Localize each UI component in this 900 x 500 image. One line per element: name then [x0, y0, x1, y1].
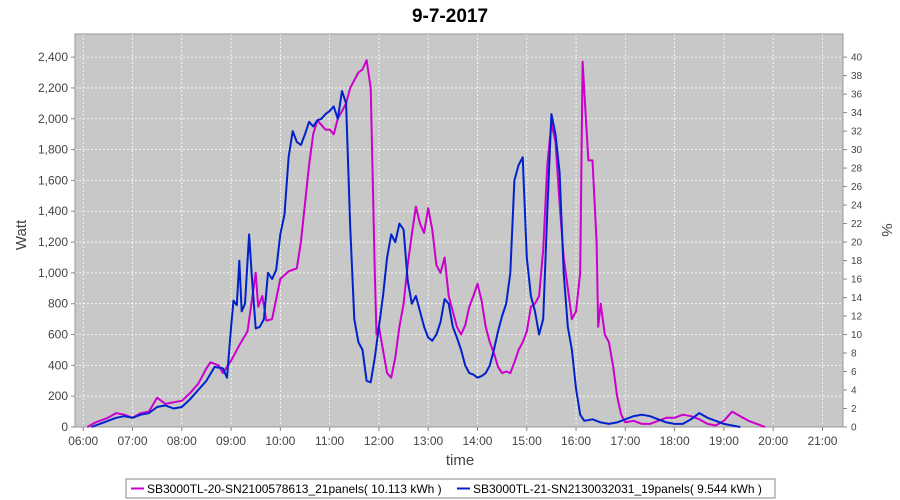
legend-box — [125, 478, 776, 499]
x-tick-label: 21:00 — [807, 434, 837, 448]
y-tick-label: 1,600 — [38, 173, 68, 187]
y-tick-label: 800 — [48, 297, 68, 311]
y2-tick-label: 16 — [851, 275, 863, 286]
y2-tick-label: 26 — [851, 182, 863, 193]
x-tick-label: 10:00 — [265, 434, 295, 448]
y2-tick-label: 20 — [851, 238, 863, 249]
y-tick-label: 2,400 — [38, 50, 68, 64]
y-tick-label: 2,200 — [38, 81, 68, 95]
y2-tick-label: 14 — [851, 293, 863, 304]
y-tick-label: 400 — [48, 358, 68, 372]
x-tick-label: 17:00 — [610, 434, 640, 448]
plot-background — [75, 34, 843, 427]
y2-tick-label: 12 — [851, 312, 863, 323]
y2-tick-label: 30 — [851, 145, 863, 156]
y2-tick-label: 8 — [851, 349, 857, 360]
x-tick-label: 11:00 — [315, 434, 344, 448]
y2-tick-label: 4 — [851, 386, 857, 397]
y2-tick-label: 0 — [851, 423, 857, 434]
x-tick-label: 13:00 — [413, 434, 443, 448]
y2-tick-label: 34 — [851, 108, 863, 119]
y-tick-label: 600 — [48, 328, 68, 342]
x-tick-label: 08:00 — [167, 434, 197, 448]
y-tick-label: 2,000 — [38, 112, 68, 126]
x-tick-label: 09:00 — [216, 434, 246, 448]
series-layer — [86, 59, 766, 428]
y2-tick-label: 10 — [851, 330, 863, 341]
legend: SB3000TL-20-SN2100578613_21panels( 10.11… — [125, 478, 776, 499]
y2-tick-label: 6 — [851, 367, 857, 378]
x-tick-label: 16:00 — [561, 434, 591, 448]
y2-tick-label: 32 — [851, 127, 863, 138]
x-tick-label: 12:00 — [364, 434, 394, 448]
y-tick-label: 0 — [61, 420, 68, 434]
y-axis-title: Watt — [13, 219, 30, 250]
legend-label-series-2: SB3000TL-21-SN2130032031_19panels( 9.544… — [473, 482, 762, 496]
y2-tick-label: 2 — [851, 404, 857, 415]
axes: 06:00 07:00 08:00 09:00 10:00 11:00 12:00 13:00… — [38, 50, 863, 448]
y2-tick-label: 24 — [851, 201, 863, 212]
x-axis-title: time — [446, 452, 474, 469]
y-tick-label: 1,800 — [38, 143, 68, 157]
y-tick-label: 1,000 — [38, 266, 68, 280]
x-tick-label: 19:00 — [709, 434, 739, 448]
y2-tick-label: 38 — [851, 71, 863, 82]
y-tick-label: 1,400 — [38, 204, 68, 218]
chart-title: 9-7-2017 — [412, 6, 488, 27]
x-tick-label: 14:00 — [462, 434, 492, 448]
y2-axis-title: % — [878, 223, 895, 236]
y2-tick-label: 36 — [851, 90, 863, 101]
y2-tick-label: 18 — [851, 256, 863, 267]
plot-border — [74, 33, 844, 428]
legend-label-series-1: SB3000TL-20-SN2100578613_21panels( 10.11… — [147, 482, 442, 496]
y2-tick-label: 40 — [851, 53, 863, 64]
y-tick-label: 1,200 — [38, 235, 68, 249]
y2-tick-label: 22 — [851, 219, 863, 230]
x-tick-label: 07:00 — [117, 434, 147, 448]
y2-tick-label: 28 — [851, 164, 863, 175]
y-tick-label: 200 — [48, 389, 68, 403]
x-tick-label: 15:00 — [512, 434, 542, 448]
series-line-1 — [86, 59, 766, 428]
x-tick-label: 06:00 — [68, 434, 98, 448]
x-tick-label: 20:00 — [758, 434, 788, 448]
series-line-2 — [91, 90, 741, 428]
x-tick-label: 18:00 — [660, 434, 690, 448]
